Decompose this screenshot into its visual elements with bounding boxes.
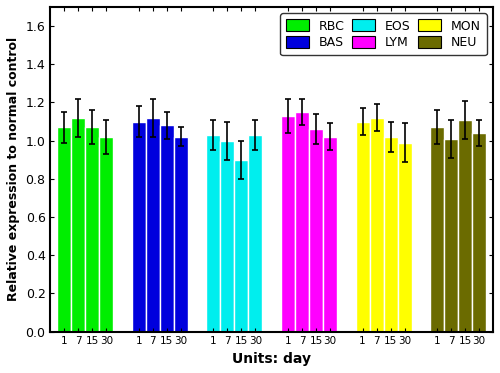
Bar xyxy=(248,135,262,332)
Bar xyxy=(398,142,411,332)
Bar xyxy=(146,118,160,332)
Bar xyxy=(234,160,248,332)
X-axis label: Units: day: Units: day xyxy=(232,352,311,366)
Bar xyxy=(309,129,323,332)
Bar xyxy=(323,137,337,332)
Bar xyxy=(72,118,86,332)
Bar xyxy=(58,127,71,332)
Bar xyxy=(160,125,174,332)
Legend: RBC, BAS, EOS, LYM, MON, NEU: RBC, BAS, EOS, LYM, MON, NEU xyxy=(280,13,487,55)
Bar xyxy=(430,127,444,332)
Bar xyxy=(174,137,188,332)
Bar xyxy=(356,122,370,332)
Bar xyxy=(370,118,384,332)
Bar xyxy=(384,137,398,332)
Bar xyxy=(220,141,234,332)
Bar xyxy=(206,135,220,332)
Bar xyxy=(86,127,100,332)
Y-axis label: Relative expression to normal control: Relative expression to normal control xyxy=(7,37,20,301)
Bar xyxy=(458,120,472,332)
Bar xyxy=(444,139,458,332)
Bar xyxy=(132,122,146,332)
Bar xyxy=(281,116,295,332)
Bar xyxy=(100,137,114,332)
Bar xyxy=(472,133,486,332)
Bar xyxy=(295,112,309,332)
